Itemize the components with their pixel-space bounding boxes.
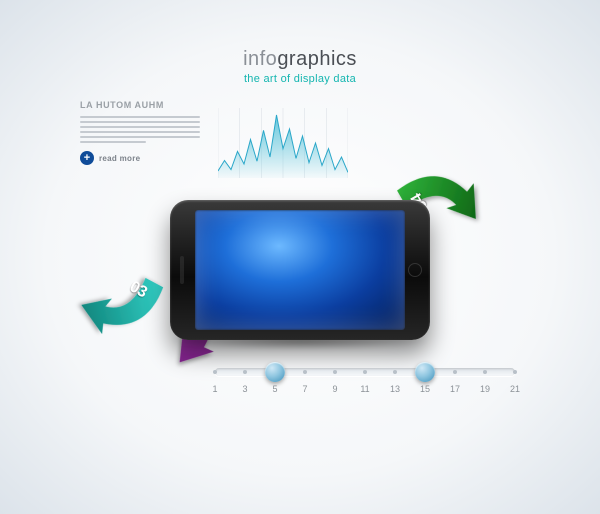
slider-knob[interactable] — [415, 362, 435, 382]
slider-tick — [453, 370, 457, 374]
slider-tick — [303, 370, 307, 374]
slider-knob[interactable] — [265, 362, 285, 382]
slider-label: 21 — [510, 384, 520, 394]
title-word-1: info — [243, 48, 277, 70]
slider-tick — [513, 370, 517, 374]
slider-label: 13 — [390, 384, 400, 394]
slider-label: 7 — [302, 384, 307, 394]
text-block-lines — [80, 116, 200, 143]
smartphone — [170, 200, 430, 340]
slider-track[interactable] — [215, 368, 515, 376]
slider-tick — [333, 370, 337, 374]
page-subtitle: the art of display data — [0, 73, 600, 85]
slider-label: 19 — [480, 384, 490, 394]
read-more-button[interactable]: + read more — [80, 151, 200, 165]
text-block-title: LA HUTOM AUHM — [80, 100, 200, 110]
smartphone-screen — [195, 210, 405, 330]
slider-label: 1 — [212, 384, 217, 394]
slider-tick — [393, 370, 397, 374]
slider-label: 11 — [360, 384, 369, 394]
slider-label: 5 — [272, 384, 277, 394]
slider-tick — [243, 370, 247, 374]
area-chart — [218, 108, 348, 178]
slider-tick — [363, 370, 367, 374]
slider-label: 3 — [242, 384, 247, 394]
slider-label: 17 — [450, 384, 460, 394]
read-more-label: read more — [99, 154, 140, 163]
range-slider[interactable]: 13579111315171921 — [215, 368, 515, 396]
slider-tick — [213, 370, 217, 374]
text-block: LA HUTOM AUHM + read more — [80, 100, 200, 165]
page-title: infographics — [0, 48, 600, 71]
title-word-2: graphics — [277, 48, 357, 70]
slider-label: 15 — [420, 384, 430, 394]
plus-icon: + — [80, 151, 94, 165]
slider-label: 9 — [332, 384, 337, 394]
slider-tick — [483, 370, 487, 374]
header: infographics the art of display data — [0, 0, 600, 85]
slider-scale: 13579111315171921 — [215, 384, 515, 396]
